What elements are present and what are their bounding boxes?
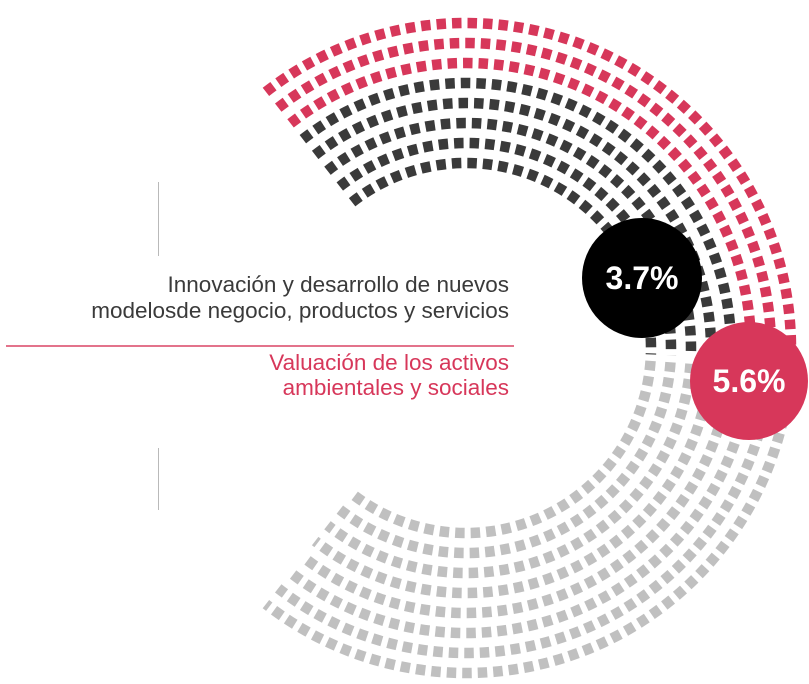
- ring-valuacion-1: [262, 17, 797, 377]
- ring-innovacion-1: [299, 77, 737, 358]
- series-label-valuacion-line2: ambientales y sociales: [282, 375, 509, 400]
- tick-mark-upper: [158, 182, 159, 256]
- label-divider: [6, 345, 514, 347]
- ring-remainder-innovacion-2: [311, 364, 716, 599]
- ring-remainder-valuacion-2: [274, 384, 774, 659]
- ring-valuacion-3: [287, 57, 757, 374]
- ring-remainder-valuacion-3: [287, 382, 755, 639]
- value-bubble-innovacion: 3.7%: [582, 218, 702, 338]
- value-label-valuacion: 5.6%: [712, 362, 786, 399]
- ring-remainder-innovacion-1: [299, 366, 736, 619]
- series-label-innovacion-line1: Innovación y desarrollo de nuevos: [167, 272, 509, 297]
- series-label-innovacion-line2: modelosde negocio, productos y servicios: [91, 298, 509, 323]
- series-label-innovacion: Innovación y desarrollo de nuevos modelo…: [91, 272, 509, 324]
- value-bubble-valuacion: 5.6%: [690, 322, 808, 440]
- ring-remainder-valuacion-1: [262, 386, 794, 679]
- series-label-valuacion: Valuación de los activos ambientales y s…: [269, 350, 509, 400]
- ring-innovacion-3: [324, 117, 697, 357]
- series-label-valuacion-line1: Valuación de los activos: [269, 350, 509, 375]
- ring-remainder-innovacion-4: [336, 361, 676, 559]
- tick-mark-lower: [158, 448, 159, 510]
- value-label-innovacion: 3.7%: [605, 259, 679, 296]
